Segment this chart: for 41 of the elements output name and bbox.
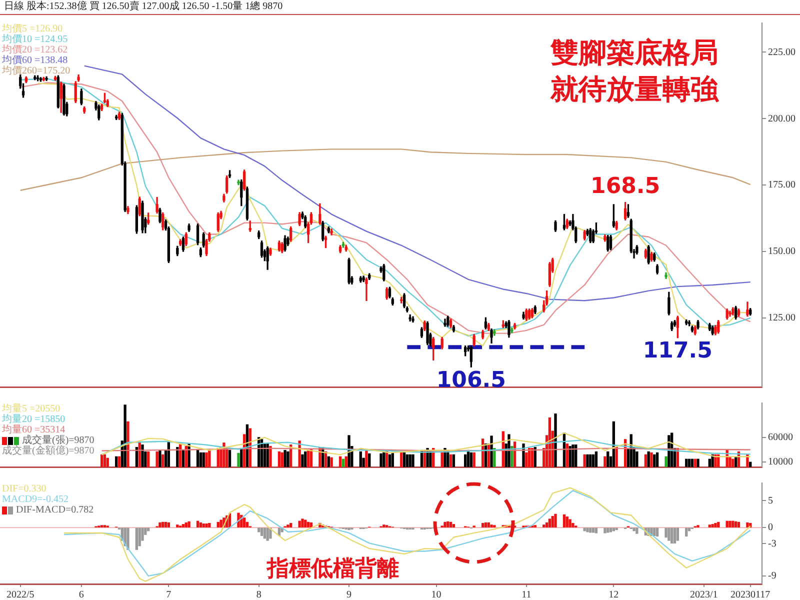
text: 均量5 =20550	[1, 402, 60, 415]
y-tick-label: 10000	[768, 456, 793, 468]
annotation: 雙腳築底格局	[550, 36, 719, 70]
annotation: 117.5	[642, 338, 712, 364]
x-tick-label: 6	[78, 590, 84, 600]
y-tick-label: 225.00	[768, 46, 796, 58]
x-tick-label: 8	[256, 590, 262, 600]
legend-label: DIF-MACD=0.782	[16, 504, 94, 516]
y-tick-label: -3	[768, 538, 776, 550]
text: 均價5 =126.90	[1, 22, 63, 35]
y-tick-label: 5	[768, 495, 773, 506]
y-tick-label: 150.00	[768, 246, 796, 258]
y-tick-label: 175.00	[768, 180, 796, 191]
annotation: 就待放量轉強	[550, 72, 720, 106]
text: 均量60 =35314	[1, 424, 66, 436]
x-tick-label: 7	[166, 590, 172, 600]
x-tick-label: 11	[522, 590, 532, 600]
x-tick-label: 2022/5	[6, 590, 34, 600]
x-tick-label: 12	[608, 590, 619, 600]
text: 均價10 =124.95	[1, 33, 68, 46]
x-tick-label: 2023/1	[690, 590, 718, 600]
text: 均價20 =123.62	[1, 44, 68, 56]
text: 均量20 =15850	[1, 413, 66, 426]
y-tick-label: 0	[768, 522, 773, 534]
y-tick-label: 200.00	[768, 113, 796, 124]
annotation: 指標低檔背離	[266, 556, 399, 582]
annotation: 168.5	[590, 174, 660, 200]
annotation: 106.5	[436, 368, 506, 393]
y-tick-label: -9	[768, 570, 776, 582]
text: MACD9=-0.452	[2, 494, 68, 506]
chart-title: 日線 股本:152.38億 買 126.50賣 127.00成 126.50 -1.50量 1總 9870	[0, 0, 800, 15]
x-tick-label: 10	[431, 590, 442, 600]
y-tick-label: 125.00	[768, 312, 796, 324]
text: 均價260=175.20	[1, 64, 70, 77]
x-tick-label: 20230117	[730, 590, 770, 600]
text: DIF=0.330	[2, 484, 46, 495]
y-tick-label: 60000	[768, 432, 793, 444]
series-label: 均價60 =138.48	[1, 54, 68, 66]
x-tick-label: 9	[346, 590, 352, 600]
annotation: 成交量(金額億)=9870	[2, 444, 94, 457]
legend-label: 成交量(張)=9870	[22, 434, 94, 446]
